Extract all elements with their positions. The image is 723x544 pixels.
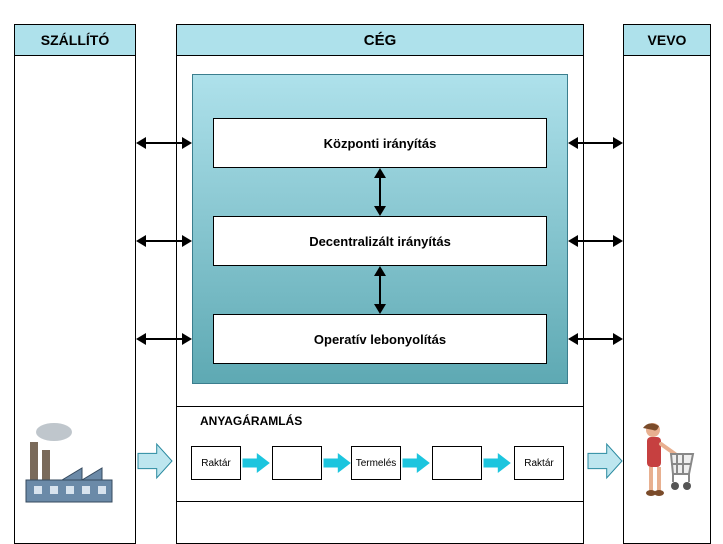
flow-title: ANYAGÁRAMLÁS	[200, 414, 302, 428]
side-arrow-r0	[568, 133, 623, 153]
layer-decentral: Decentralizált irányítás	[213, 216, 547, 266]
diagram-canvas: SZÁLLÍTÓ CÉG VEVO Központi irányítás Dec…	[0, 0, 723, 544]
v-arrow-0	[370, 168, 390, 216]
flow-arrow-2	[403, 454, 429, 472]
company-header: CÉG	[176, 24, 584, 56]
layer-operative-label: Operatív lebonyolítás	[314, 332, 446, 347]
side-arrow-r2	[568, 329, 623, 349]
flow-arrow-1	[324, 454, 350, 472]
block-arrow-right	[588, 444, 622, 478]
flow-box-1	[272, 446, 322, 480]
layer-central: Központi irányítás	[213, 118, 547, 168]
customer-header: VEVO	[623, 24, 711, 56]
supplier-header: SZÁLLÍTÓ	[14, 24, 136, 56]
flow-box-2: Termelés	[351, 446, 401, 480]
company-title: CÉG	[364, 32, 397, 49]
layer-decentral-label: Decentralizált irányítás	[309, 234, 451, 249]
flow-box-3	[432, 446, 482, 480]
side-arrow-l1	[136, 231, 192, 251]
supplier-title: SZÁLLÍTÓ	[41, 32, 109, 48]
block-arrow-left	[138, 444, 172, 478]
flow-box-0-label: Raktár	[201, 458, 230, 469]
layer-central-label: Központi irányítás	[324, 136, 437, 151]
flow-box-2-label: Termelés	[356, 458, 397, 469]
side-arrow-l0	[136, 133, 192, 153]
flow-arrow-0	[243, 454, 269, 472]
side-arrow-r1	[568, 231, 623, 251]
flow-box-4-label: Raktár	[524, 458, 553, 469]
shopper-icon	[635, 420, 697, 506]
flow-box-0: Raktár	[191, 446, 241, 480]
flow-box-4: Raktár	[514, 446, 564, 480]
layer-operative: Operatív lebonyolítás	[213, 314, 547, 364]
flow-arrow-3	[484, 454, 510, 472]
v-arrow-1	[370, 266, 390, 314]
customer-title: VEVO	[648, 32, 687, 48]
side-arrow-l2	[136, 329, 192, 349]
factory-icon	[24, 420, 124, 506]
